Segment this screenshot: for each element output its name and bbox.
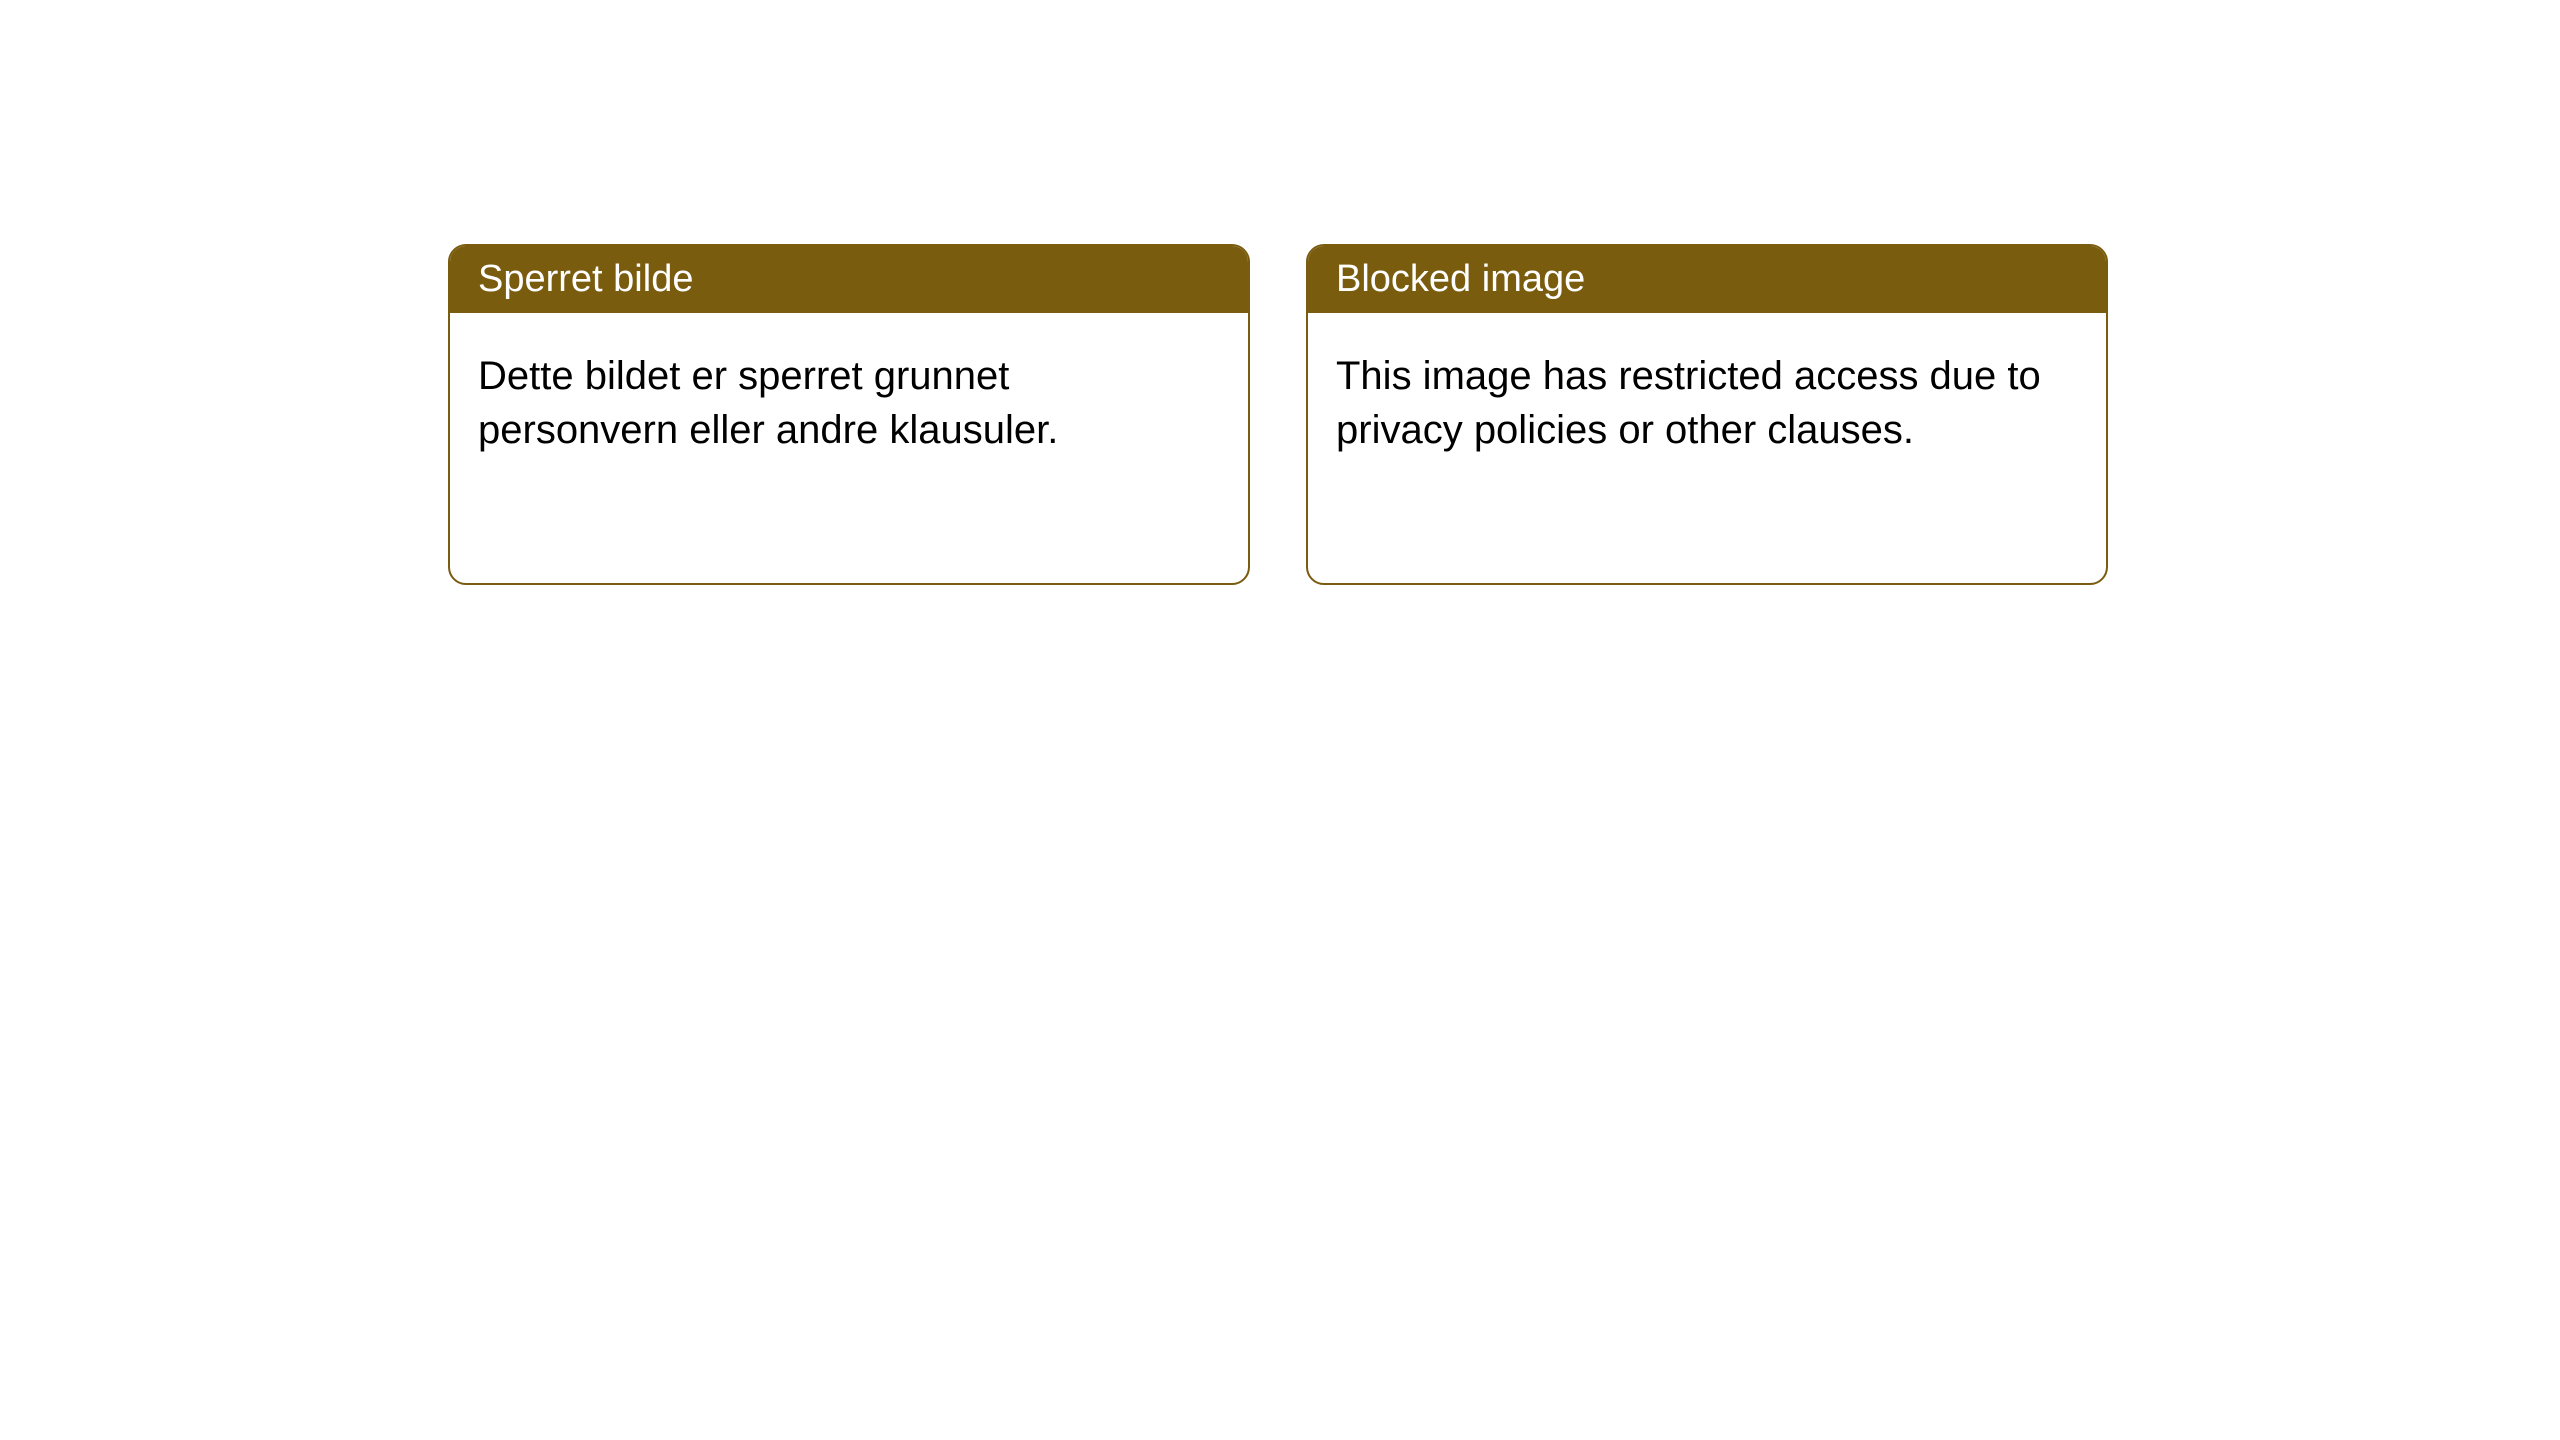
blocked-image-card-no: Sperret bilde Dette bildet er sperret gr… [448, 244, 1250, 585]
card-body-no: Dette bildet er sperret grunnet personve… [450, 313, 1248, 583]
card-header-en: Blocked image [1308, 246, 2106, 313]
card-body-text: Dette bildet er sperret grunnet personve… [478, 354, 1058, 452]
card-header-text: Sperret bilde [478, 258, 693, 300]
card-body-en: This image has restricted access due to … [1308, 313, 2106, 583]
card-header-text: Blocked image [1336, 258, 1585, 300]
blocked-image-card-en: Blocked image This image has restricted … [1306, 244, 2108, 585]
card-header-no: Sperret bilde [450, 246, 1248, 313]
card-body-text: This image has restricted access due to … [1336, 354, 2041, 452]
notice-cards-container: Sperret bilde Dette bildet er sperret gr… [448, 244, 2108, 585]
